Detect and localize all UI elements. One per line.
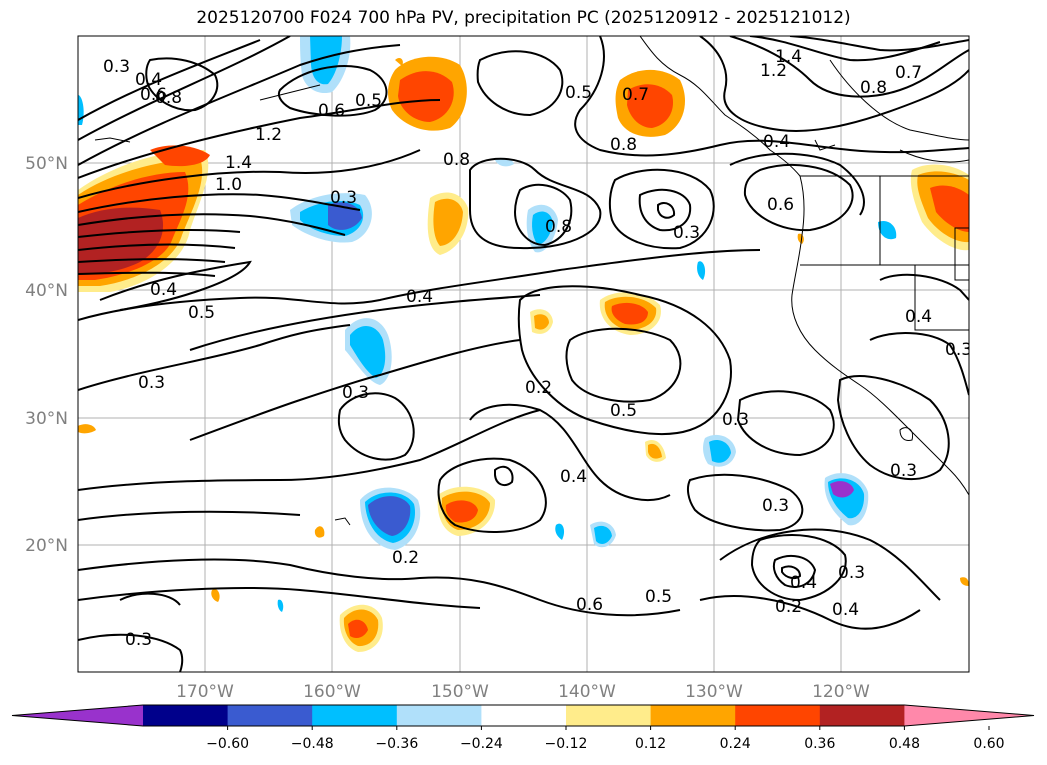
contour-label: 0.8 (610, 135, 637, 155)
contour-label: 0.3 (125, 630, 152, 650)
map-frame (77, 35, 970, 673)
contour-label: 0.5 (645, 587, 672, 607)
colorbar-segment (735, 705, 821, 726)
contour-label: 0.4 (790, 573, 817, 593)
contour-label: 0.4 (905, 307, 932, 327)
colorbar-outline (11, 704, 1035, 727)
colorbar-extend-low (12, 705, 143, 726)
colorbar-tick-label: −0.60 (206, 736, 249, 752)
colorbar: −0.60 −0.48 −0.36 −0.24 −0.12 0.12 0.24 0.36 0.4… (11, 704, 1035, 752)
lon-label: 120°W (812, 682, 870, 702)
contour-label: 0.5 (188, 303, 215, 323)
contour-label: 0.8 (545, 217, 572, 237)
colorbar-tick-label: −0.24 (460, 736, 503, 752)
contour-label: 0.3 (330, 188, 357, 208)
contour-label: 0.3 (103, 57, 130, 77)
colorbar-tick-label: −0.36 (375, 736, 418, 752)
colorbar-tick-label: −0.48 (291, 736, 334, 752)
contour-label: 0.3 (762, 496, 789, 516)
contour-label: 0.3 (945, 340, 972, 360)
contour-label: 0.6 (767, 195, 794, 215)
contour-label: 0.8 (155, 88, 182, 108)
lat-label: 30°N (25, 409, 68, 429)
colorbar-tick-label: 0.60 (973, 736, 1004, 752)
coastlines (94, 36, 969, 526)
contour-label: 0.4 (832, 600, 859, 620)
contour-label: 0.5 (610, 401, 637, 421)
colorbar-segment (227, 705, 313, 726)
contour-label: 0.8 (443, 150, 470, 170)
colorbar-segment (566, 705, 652, 726)
contour-label: 0.4 (406, 287, 433, 307)
contour-label: 0.5 (565, 83, 592, 103)
lon-label: 170°W (176, 682, 234, 702)
contour-label: 0.6 (318, 101, 345, 121)
colorbar-tick-label: 0.36 (804, 736, 835, 752)
contour-label: 0.4 (560, 467, 587, 487)
contour-label: 0.5 (355, 91, 382, 111)
colorbar-tick-label: 0.12 (635, 736, 666, 752)
contour-label: 0.3 (138, 373, 165, 393)
contour-label: 0.3 (838, 563, 865, 583)
lat-label: 40°N (25, 281, 68, 301)
contour-label: 0.6 (140, 85, 167, 105)
contour-label: 0.4 (763, 132, 790, 152)
contour-label: 1.2 (760, 61, 787, 81)
contour-label: 1.4 (225, 153, 252, 173)
colorbar-segment (143, 705, 229, 726)
contour-label: 0.3 (673, 223, 700, 243)
colorbar-segment (819, 705, 905, 726)
lon-label: 150°W (431, 682, 489, 702)
chart-title: 2025120700 F024 700 hPa PV, precipitatio… (196, 8, 851, 28)
contour-labels: 0.3 0.4 0.6 0.8 1.4 1.2 1.0 0.6 0.5 0.3 … (103, 47, 972, 650)
contour-label: 0.4 (150, 280, 177, 300)
contour-label: 0.6 (576, 595, 603, 615)
colorbar-segment (650, 705, 736, 726)
contour-label: 0.3 (890, 461, 917, 481)
colorbar-segment (481, 705, 567, 726)
contour-label: 1.4 (775, 47, 802, 67)
colorbar-extend-high (904, 705, 1034, 726)
colorbar-tick-label: 0.24 (720, 736, 751, 752)
contour-label: 0.3 (342, 383, 369, 403)
contour-label: 0.7 (895, 63, 922, 83)
lon-label: 140°W (558, 682, 616, 702)
lon-label: 160°W (303, 682, 361, 702)
contour-label: 0.3 (722, 410, 749, 430)
pv-contours (78, 36, 969, 672)
lon-label: 130°W (685, 682, 743, 702)
lat-label: 50°N (25, 154, 68, 174)
precip-shading (78, 36, 969, 652)
contour-label: 0.8 (860, 78, 887, 98)
colorbar-tick-label: 0.48 (889, 736, 920, 752)
lat-label: 20°N (25, 536, 68, 556)
contour-label: 0.2 (392, 548, 419, 568)
contour-label: 0.2 (525, 378, 552, 398)
colorbar-segment (312, 705, 398, 726)
colorbar-segment (396, 705, 482, 726)
contour-label: 0.4 (135, 70, 162, 90)
contour-label: 1.2 (255, 125, 282, 145)
colorbar-tick-label: −0.12 (545, 736, 588, 752)
contour-label: 0.7 (622, 85, 649, 105)
contour-label: 1.0 (215, 175, 242, 195)
map-content: 0.3 0.4 0.6 0.8 1.4 1.2 1.0 0.6 0.5 0.3 … (78, 36, 972, 672)
contour-label: 0.2 (775, 597, 802, 617)
